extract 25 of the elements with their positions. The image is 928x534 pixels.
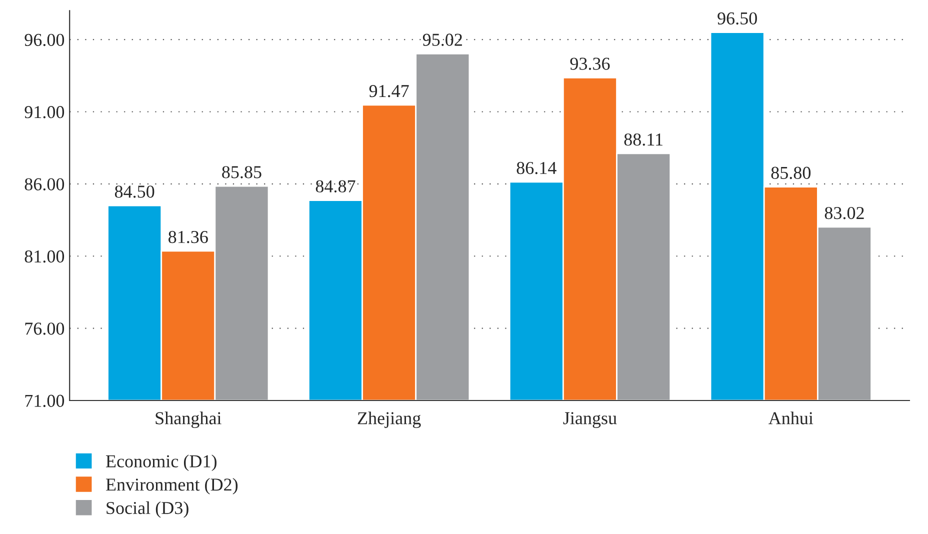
- data-label: 84.50: [114, 186, 154, 198]
- x-tick-label: Shanghai: [156, 412, 222, 428]
- legend-label: Economic (D1): [106, 454, 216, 472]
- data-label: 83.02: [824, 206, 864, 220]
- legend-label: Environment (D2): [106, 478, 238, 494]
- y-tick-label: 81.00: [24, 250, 64, 263]
- data-label: 86.14: [516, 162, 556, 174]
- data-label: 95.02: [422, 34, 462, 46]
- data-label: 85.85: [222, 166, 262, 178]
- data-label: 85.80: [771, 166, 811, 180]
- data-label: 96.50: [718, 12, 757, 25]
- y-tick-label: 96.00: [24, 34, 64, 46]
- y-tick-label: 76.00: [25, 322, 64, 335]
- x-tick-label: Zhejiang: [358, 412, 421, 428]
- x-tick-label: Anhui: [768, 412, 814, 424]
- data-label: 81.36: [168, 230, 208, 244]
- data-label: 88.11: [624, 133, 662, 146]
- data-label: 93.36: [570, 58, 610, 70]
- data-label: 84.87: [316, 180, 356, 192]
- y-tick-label: 91.00: [24, 106, 64, 118]
- legend-label: Social (D3): [106, 501, 188, 518]
- x-tick-label: Jiangsu: [563, 412, 617, 428]
- y-tick-label: 71.00: [25, 394, 64, 408]
- y-tick-label: 86.00: [24, 178, 64, 190]
- data-label: 91.47: [369, 84, 409, 98]
